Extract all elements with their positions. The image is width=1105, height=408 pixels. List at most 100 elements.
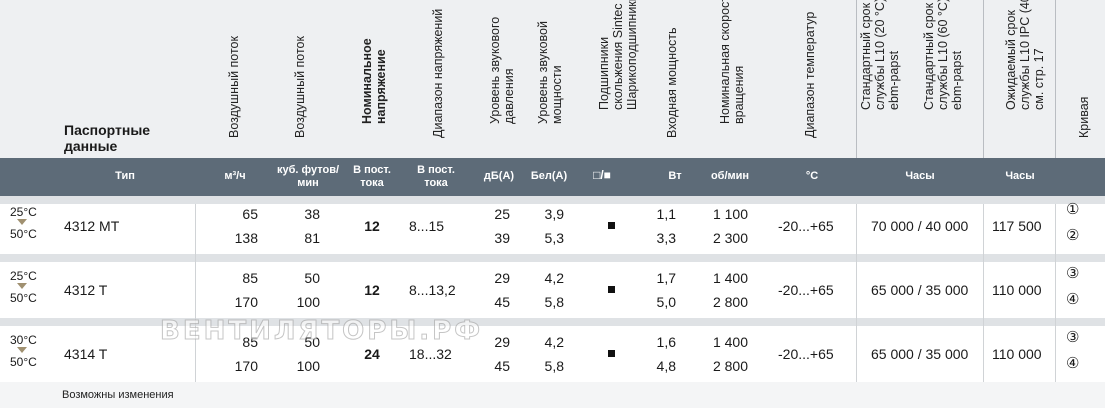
- curve-number: ③: [1066, 329, 1080, 346]
- temp-bottom: 50°C: [10, 355, 37, 369]
- temp-top: 25°C: [10, 269, 37, 283]
- temp-bottom: 50°C: [10, 227, 37, 241]
- sound-pressure: 29: [494, 270, 510, 286]
- unit-celsius: °C: [805, 170, 819, 182]
- col-curve: Кривая: [1077, 96, 1091, 138]
- col-sound-power: Уровень звуковой мощности: [536, 21, 564, 124]
- flow-m3: 170: [234, 294, 258, 310]
- sound-power: 4,2: [544, 270, 564, 286]
- nominal-voltage: 12: [364, 218, 380, 234]
- header-divider: [983, 0, 984, 158]
- curve-number: ③: [1066, 265, 1080, 282]
- unit-cfm: куб. футов/ мин: [276, 164, 340, 189]
- col-nominal-voltage: Номинальное напряжение: [360, 38, 388, 124]
- row-divider: [195, 204, 196, 382]
- col-airflow-m3: Воздушный поток: [227, 36, 241, 138]
- header-divider: [1055, 0, 1056, 158]
- service-life: 65 000 / 35 000: [871, 282, 969, 298]
- ball-bearing-icon: [608, 222, 615, 229]
- temp-range: -20...+65: [778, 282, 834, 298]
- temp-top: 30°C: [10, 333, 37, 347]
- input-power: 5,0: [656, 294, 676, 310]
- unit-rpm: об/мин: [710, 170, 750, 182]
- nominal-voltage: 24: [364, 346, 380, 362]
- type-name: 4314 T: [64, 346, 108, 362]
- ball-bearing-icon: [608, 350, 615, 357]
- passport-title: Паспортные данные: [64, 122, 151, 154]
- temp-range: -20...+65: [778, 346, 834, 362]
- col-speed: Номинальная скорость вращения: [718, 0, 746, 124]
- speed: 2 800: [712, 294, 748, 310]
- temp-bottom: 50°C: [10, 291, 37, 305]
- ball-bearing-icon: [608, 286, 615, 293]
- nominal-voltage: 12: [364, 282, 380, 298]
- curve-number: ①: [1066, 201, 1080, 218]
- speed: 2 300: [712, 230, 748, 246]
- sound-pressure: 25: [494, 206, 510, 222]
- speed: 1 400: [712, 270, 748, 286]
- table-row: [0, 262, 1105, 318]
- row-divider: [1055, 204, 1056, 382]
- flow-ft: 100: [296, 294, 320, 310]
- speed: 2 800: [712, 358, 748, 374]
- temp-top: 25°C: [10, 205, 37, 219]
- col-bearings: Подшипники скольжения Sintec Шарикоподши…: [597, 0, 639, 110]
- sound-pressure: 39: [494, 230, 510, 246]
- col-life-ipc: Ожидаемый срок службы L10 IPC (40 °C) см…: [1004, 0, 1046, 110]
- sound-pressure: 45: [494, 358, 510, 374]
- temp-arrow-icon: [17, 283, 27, 289]
- col-input-power: Входная мощность: [665, 27, 679, 138]
- flow-ft: 38: [304, 206, 320, 222]
- curve-number: ④: [1066, 291, 1080, 308]
- input-power: 1,1: [656, 206, 676, 222]
- service-life: 70 000 / 40 000: [871, 218, 969, 234]
- sound-power: 5,8: [544, 358, 564, 374]
- speed: 1 100: [712, 206, 748, 222]
- flow-m3: 138: [234, 230, 258, 246]
- col-voltage-range: Диапазон напряжений: [431, 8, 445, 138]
- unit-dba: дБ(A): [483, 170, 515, 182]
- sound-pressure: 45: [494, 294, 510, 310]
- temp-arrow-icon: [17, 347, 27, 353]
- unit-m3h: м³/ч: [224, 170, 246, 182]
- col-sound-pressure: Уровень звукового давления: [488, 16, 516, 124]
- temp-arrow-icon: [17, 219, 27, 225]
- unit-watt: Вт: [668, 170, 682, 182]
- footer-note: Возможны изменения: [62, 389, 174, 401]
- voltage-range: 18...32: [409, 346, 452, 362]
- unit-bearing: □/■: [593, 168, 611, 182]
- unit-vrange: В пост. тока: [417, 164, 455, 189]
- service-life-ipc: 110 000: [992, 346, 1042, 362]
- input-power: 1,6: [656, 334, 676, 350]
- unit-type: Тип: [115, 170, 135, 182]
- col-temp-range: Диапазон температур: [803, 11, 817, 138]
- sound-power: 4,2: [544, 334, 564, 350]
- service-life: 65 000 / 35 000: [871, 346, 969, 362]
- sound-power: 5,8: [544, 294, 564, 310]
- flow-m3: 65: [242, 206, 258, 222]
- table-row: [0, 204, 1105, 254]
- table-header: [0, 0, 1105, 158]
- type-name: 4312 MT: [64, 218, 120, 234]
- col-life-60: Стандартный срок службы L10 (60 °C) ebm-…: [922, 0, 964, 110]
- row-separator: [0, 254, 1105, 262]
- row-separator: [0, 196, 1105, 204]
- flow-ft: 100: [296, 358, 320, 374]
- input-power: 4,8: [656, 358, 676, 374]
- units-band: Тип м³/ч куб. футов/ мин В пост. тока В …: [0, 158, 1105, 196]
- flow-ft: 50: [304, 270, 320, 286]
- flow-m3: 170: [234, 358, 258, 374]
- curve-number: ②: [1066, 227, 1080, 244]
- flow-ft: 81: [304, 230, 320, 246]
- voltage-range: 8...15: [409, 218, 445, 234]
- header-divider: [856, 0, 857, 158]
- row-divider: [856, 204, 857, 382]
- row-divider: [983, 204, 984, 382]
- flow-m3: 85: [242, 270, 258, 286]
- col-airflow-ft: Воздушный поток: [293, 36, 307, 138]
- flow-m3: 85: [242, 334, 258, 350]
- service-life-ipc: 110 000: [992, 282, 1042, 298]
- sound-power: 5,3: [544, 230, 564, 246]
- speed: 1 400: [712, 334, 748, 350]
- temp-range: -20...+65: [778, 218, 834, 234]
